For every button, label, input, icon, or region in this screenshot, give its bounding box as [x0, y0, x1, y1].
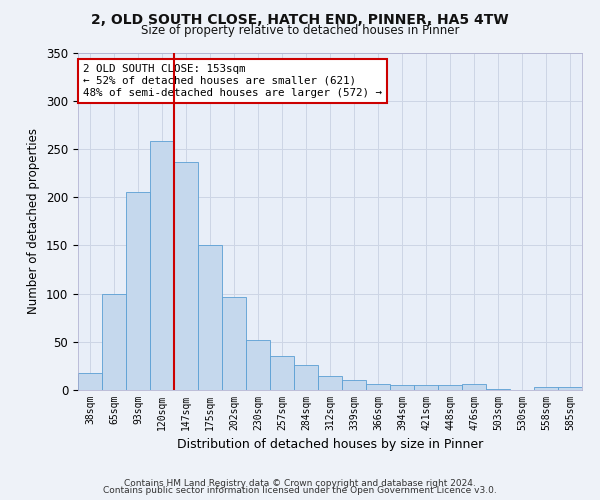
- Bar: [198, 246, 222, 390]
- Bar: [246, 340, 270, 390]
- Text: Contains public sector information licensed under the Open Government Licence v3: Contains public sector information licen…: [103, 486, 497, 495]
- Bar: [222, 298, 246, 390]
- Y-axis label: Number of detached properties: Number of detached properties: [28, 128, 40, 314]
- Bar: [102, 294, 126, 390]
- Bar: [78, 372, 102, 390]
- Bar: [150, 141, 174, 390]
- Bar: [558, 387, 582, 390]
- Bar: [414, 385, 438, 390]
- Bar: [390, 385, 414, 390]
- Bar: [294, 365, 318, 390]
- Bar: [342, 380, 366, 390]
- Bar: [438, 385, 462, 390]
- Bar: [270, 356, 294, 390]
- Bar: [174, 162, 198, 390]
- Bar: [126, 192, 150, 390]
- Text: 2 OLD SOUTH CLOSE: 153sqm
← 52% of detached houses are smaller (621)
48% of semi: 2 OLD SOUTH CLOSE: 153sqm ← 52% of detac…: [83, 64, 382, 98]
- Bar: [486, 389, 510, 390]
- Text: Contains HM Land Registry data © Crown copyright and database right 2024.: Contains HM Land Registry data © Crown c…: [124, 478, 476, 488]
- Text: 2, OLD SOUTH CLOSE, HATCH END, PINNER, HA5 4TW: 2, OLD SOUTH CLOSE, HATCH END, PINNER, H…: [91, 12, 509, 26]
- X-axis label: Distribution of detached houses by size in Pinner: Distribution of detached houses by size …: [177, 438, 483, 452]
- Bar: [318, 376, 342, 390]
- Bar: [462, 384, 486, 390]
- Text: Size of property relative to detached houses in Pinner: Size of property relative to detached ho…: [141, 24, 459, 37]
- Bar: [534, 387, 558, 390]
- Bar: [366, 384, 390, 390]
